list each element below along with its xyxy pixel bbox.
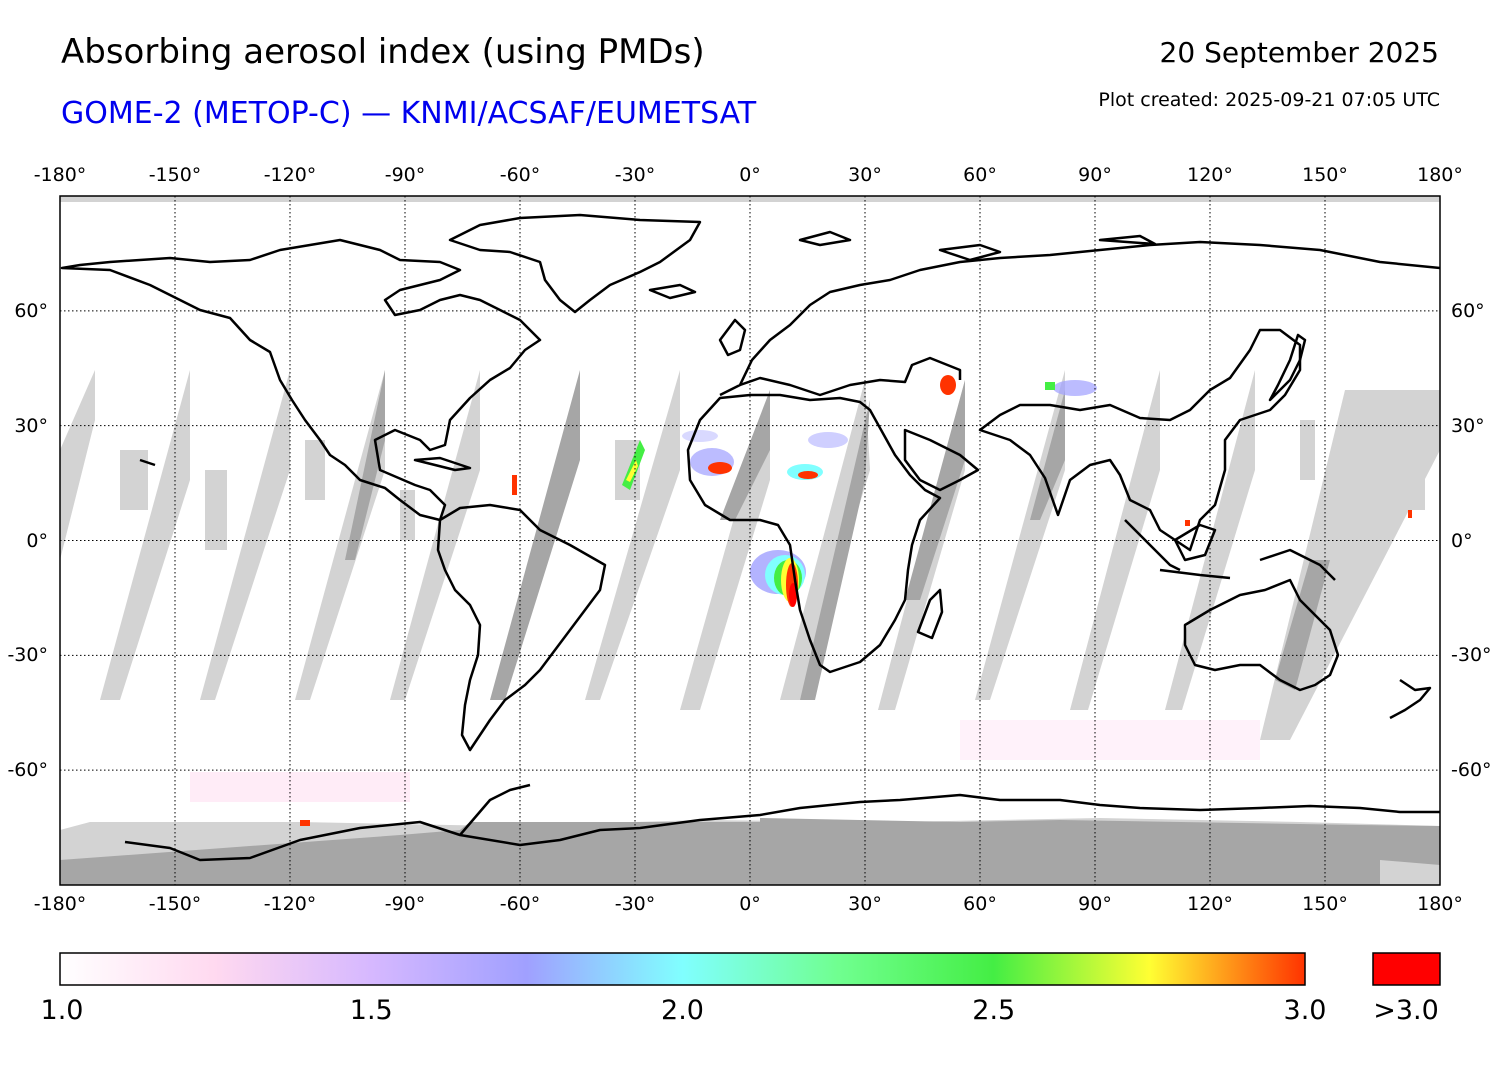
latitude-tick-label-left: 60° — [14, 299, 48, 322]
latitude-tick-label-left: 0° — [26, 529, 48, 552]
arctic-no-data — [60, 196, 1440, 202]
latitude-tick-label-right: -30° — [1451, 644, 1492, 667]
latitude-tick-label-right: 30° — [1451, 414, 1485, 437]
longitude-tick-label-top: -30° — [614, 164, 656, 186]
colorbar-tick-label: 1.5 — [349, 995, 393, 1026]
map-content — [60, 196, 1440, 885]
longitude-tick-label-top: -150° — [148, 164, 202, 186]
longitude-tick-label-top: 30° — [848, 164, 882, 186]
longitude-tick-label-top: 120° — [1187, 164, 1233, 186]
longitude-tick-label-bottom: -120° — [263, 893, 317, 915]
overlap-swaths — [345, 370, 1330, 700]
longitude-tick-label-top: 0° — [739, 164, 761, 186]
map-title: Absorbing aerosol index (using PMDs) — [61, 32, 705, 72]
map-frame — [59, 195, 1441, 886]
longitude-tick-label-top: -120° — [263, 164, 317, 186]
longitude-tick-label-bottom: 150° — [1302, 893, 1348, 915]
coastlines — [60, 213, 1440, 862]
longitude-tick-label-bottom: -60° — [499, 893, 541, 915]
longitude-tick-label-top: -180° — [33, 164, 87, 186]
longitude-tick-label-top: -60° — [499, 164, 541, 186]
longitude-tick-label-bottom: -150° — [148, 893, 202, 915]
observation-date: 20 September 2025 — [1159, 36, 1439, 69]
colorbar-tick-label: 3.0 — [1283, 995, 1327, 1026]
latitude-tick-label-left: -30° — [7, 644, 48, 667]
longitude-tick-label-bottom: 30° — [848, 893, 882, 915]
longitude-tick-label-bottom: -180° — [33, 893, 87, 915]
latitude-tick-label-left: -60° — [7, 759, 48, 782]
longitude-tick-label-bottom: 180° — [1417, 893, 1463, 915]
colorbar-overflow-box — [1372, 952, 1441, 986]
longitude-tick-label-top: 60° — [963, 164, 997, 186]
aerosol-plumes — [190, 375, 1412, 826]
longitude-tick-label-bottom: 60° — [963, 893, 997, 915]
longitude-tick-label-bottom: -90° — [384, 893, 426, 915]
map-subtitle: GOME-2 (METOP-C) — KNMI/ACSAF/EUMETSAT — [61, 96, 757, 131]
map-gridlines — [60, 196, 1440, 885]
colorbar-tick-label: 2.0 — [661, 995, 704, 1026]
latitude-tick-label-right: 0° — [1451, 529, 1473, 552]
latitude-tick-label-right: 60° — [1451, 299, 1485, 322]
longitude-tick-label-top: 150° — [1302, 164, 1348, 186]
longitude-tick-label-top: 180° — [1417, 164, 1463, 186]
longitude-tick-label-bottom: 90° — [1078, 893, 1112, 915]
longitude-tick-label-bottom: 0° — [739, 893, 761, 915]
colorbar-tick-label: 2.5 — [972, 995, 1016, 1026]
latitude-tick-label-right: -60° — [1451, 759, 1492, 782]
plot-created-timestamp: Plot created: 2025-09-21 07:05 UTC — [1098, 89, 1440, 111]
longitude-tick-label-top: 90° — [1078, 164, 1112, 186]
latitude-tick-label-left: 30° — [14, 414, 48, 437]
colorbar-overflow-label: >3.0 — [1373, 995, 1439, 1026]
longitude-tick-label-bottom: -30° — [614, 893, 656, 915]
no-data-speckles — [120, 420, 1425, 550]
longitude-tick-label-top: -90° — [384, 164, 426, 186]
longitude-tick-label-bottom: 120° — [1187, 893, 1233, 915]
colorbar — [59, 952, 1306, 986]
colorbar-tick-label: 1.0 — [40, 995, 84, 1026]
